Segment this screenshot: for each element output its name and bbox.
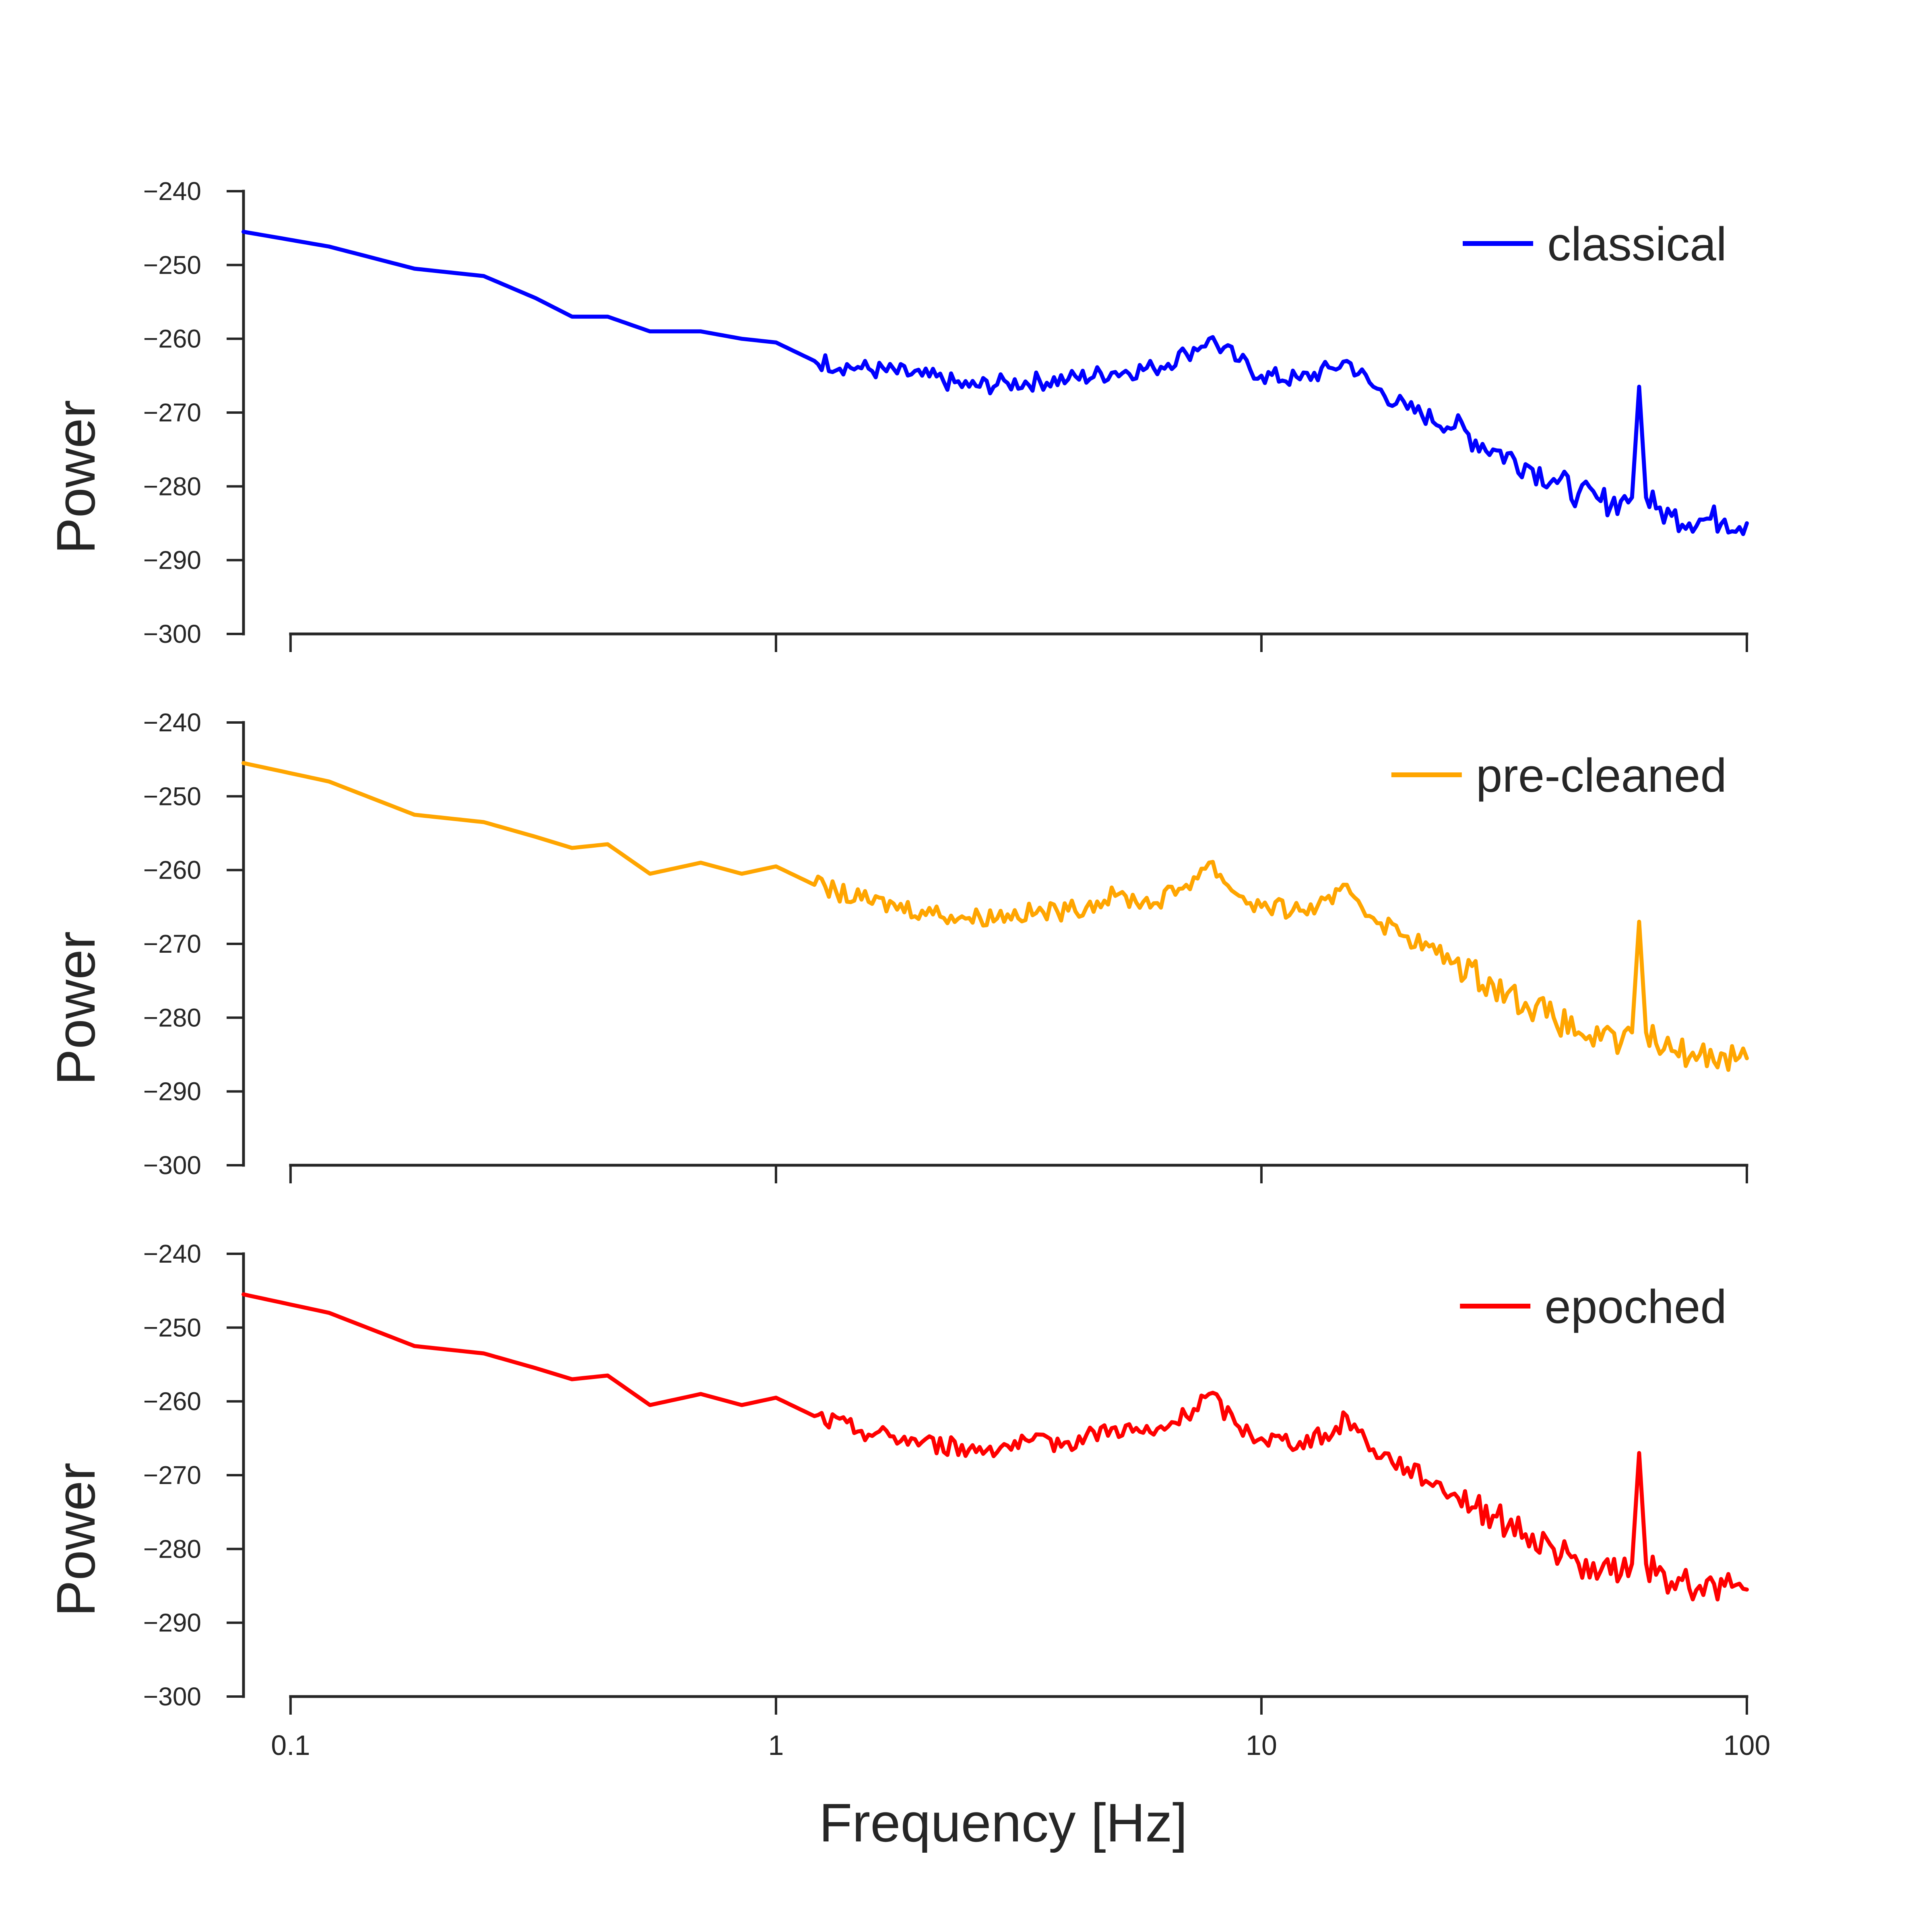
- y-tick-label: −250: [143, 1313, 201, 1342]
- x-tick-label: 100: [1724, 1730, 1771, 1761]
- y-tick-label: −240: [143, 1239, 201, 1268]
- series-line-epoched: [242, 1292, 1749, 1602]
- y-tick-label: −280: [143, 472, 201, 501]
- y-tick-label: −300: [143, 1151, 201, 1180]
- y-axis-label: Power: [45, 1463, 106, 1617]
- y-tick-label: −270: [143, 1461, 201, 1490]
- chart-panels: −240 −250 −260 −270 −280 −290 −300 Power classic…: [45, 177, 1770, 1761]
- y-tick-label: −260: [143, 856, 201, 885]
- series-line-pre-cleaned: [242, 761, 1749, 1072]
- y-tick-label: −250: [143, 250, 201, 279]
- y-tick-label: −240: [143, 708, 201, 737]
- series-line-classical: [242, 229, 1749, 536]
- y-tick-label: −300: [143, 619, 201, 648]
- chart-panel-3: −240 −250 −260 −270 −280 −290 −300 0.1 1 10 100 Pow…: [45, 1239, 1770, 1761]
- chart-panel-1: −240 −250 −260 −270 −280 −290 −300 Power classic…: [45, 177, 1749, 652]
- y-tick-label: −300: [143, 1682, 201, 1711]
- x-tick-label: 1: [768, 1730, 784, 1761]
- y-tick-label: −290: [143, 1608, 201, 1637]
- legend-label: epoched: [1544, 1280, 1727, 1333]
- x-tick-label: 10: [1246, 1730, 1277, 1761]
- y-tick-label: −240: [143, 177, 201, 206]
- y-tick-label: −280: [143, 1003, 201, 1032]
- legend-label: classical: [1547, 218, 1727, 271]
- y-tick-label: −260: [143, 324, 201, 353]
- chart-panel-2: −240 −250 −260 −270 −280 −290 −300 Power pre-cle…: [45, 708, 1749, 1183]
- y-tick-label: −290: [143, 546, 201, 575]
- y-tick-label: −260: [143, 1387, 201, 1416]
- y-tick-label: −280: [143, 1534, 201, 1563]
- y-tick-label: −270: [143, 398, 201, 427]
- x-tick-label: 0.1: [271, 1730, 310, 1761]
- x-axis-label: Frequency [Hz]: [819, 1792, 1187, 1853]
- y-tick-label: −270: [143, 929, 201, 958]
- y-tick-label: −290: [143, 1077, 201, 1106]
- y-axis-label: Power: [45, 400, 106, 554]
- y-axis-label: Power: [45, 931, 106, 1086]
- y-tick-label: −250: [143, 782, 201, 811]
- legend-label: pre-cleaned: [1476, 749, 1727, 802]
